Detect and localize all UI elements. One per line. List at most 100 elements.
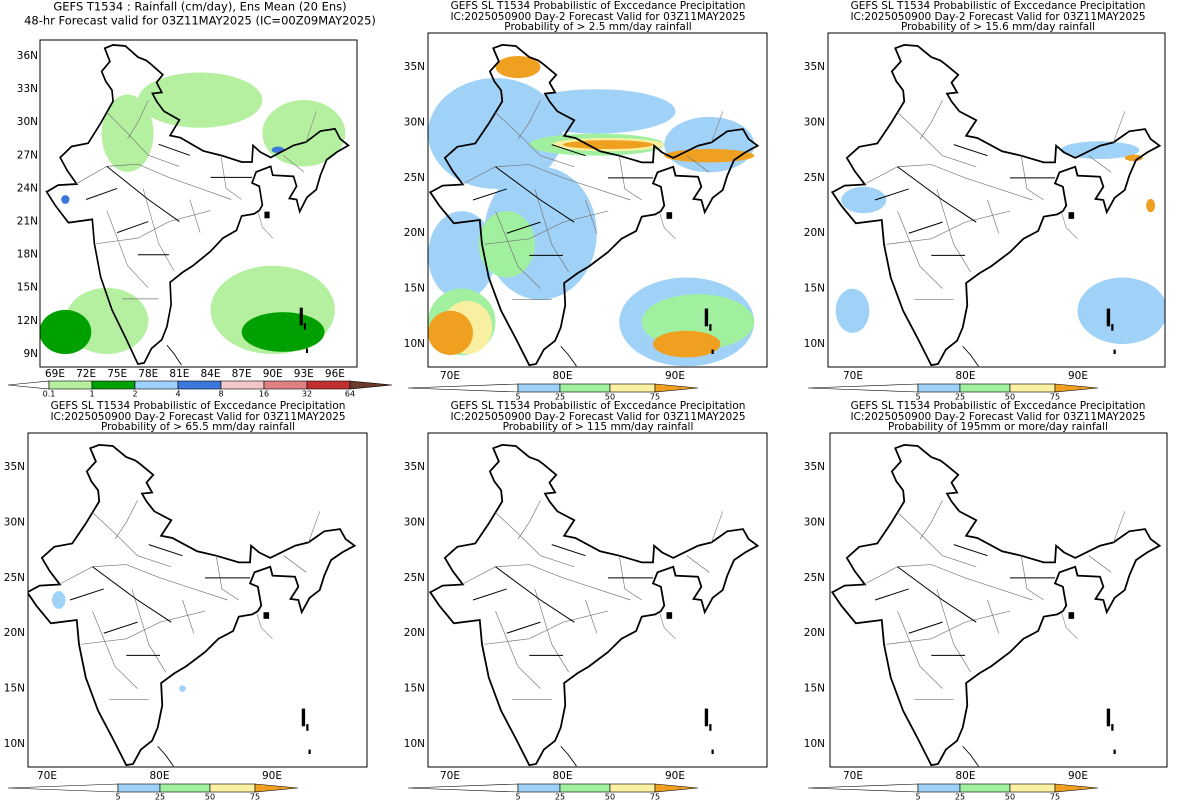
rain-area <box>478 211 535 278</box>
lat-label: 18N <box>17 249 38 261</box>
colorbar-arrow <box>254 783 299 793</box>
rain-area <box>428 211 496 300</box>
rain-area <box>653 330 721 358</box>
map-frame <box>427 32 768 368</box>
lon-label: 80E <box>150 770 170 782</box>
rain-area <box>664 149 755 163</box>
colorbar-label: 75 <box>1050 793 1060 800</box>
colorbar-box <box>48 380 93 390</box>
lat-label: 27N <box>17 149 38 161</box>
colorbar-box <box>263 380 308 390</box>
colorbar-box <box>917 783 961 793</box>
colorbar-box <box>209 783 256 793</box>
india-outline <box>831 443 1161 767</box>
colorbar-label: 75 <box>250 793 260 800</box>
lon-label: 90E <box>665 770 685 782</box>
rain-area <box>40 309 92 355</box>
lon-label: 80E <box>956 770 976 782</box>
lat-label: 35N <box>404 461 425 473</box>
india-outline <box>429 443 759 767</box>
colorbar-label: 5 <box>915 793 920 800</box>
lon-label: 87E <box>232 368 252 380</box>
lon-label: 80E <box>553 370 573 382</box>
panel-title: IC:2025050900 Day-2 Forecast Valid for 0… <box>50 411 345 423</box>
lon-label: 69E <box>45 368 65 380</box>
map-area <box>428 43 759 367</box>
rain-area <box>1146 198 1156 213</box>
lat-label: 15N <box>804 283 825 295</box>
colorbar-label: 8 <box>218 390 223 399</box>
lat-label: 20N <box>4 627 25 639</box>
rain-field <box>835 141 1165 345</box>
lat-label: 21N <box>17 216 38 228</box>
panel-title: IC:2025050900 Day-2 Forecast Valid for 0… <box>850 411 1145 423</box>
panel-title: GEFS SL T1534 Probabilistic of Exccedanc… <box>451 400 746 412</box>
panel-title: Probability of > 2.5 mm/day rainfall <box>504 21 691 33</box>
lat-label: 30N <box>4 516 25 528</box>
rain-area <box>664 116 755 173</box>
panel-title: GEFS SL T1534 Probabilistic of Exccedanc… <box>451 0 746 12</box>
colorbar-box <box>559 783 611 793</box>
map-panel: GEFS SL T1534 Probabilistic of Exccedanc… <box>404 400 768 800</box>
lon-label: 90E <box>665 370 685 382</box>
lon-label: 70E <box>843 770 863 782</box>
lat-label: 10N <box>404 338 425 350</box>
colorbar-box <box>609 383 656 393</box>
lat-label: 35N <box>404 61 425 73</box>
colorbar-box <box>159 783 211 793</box>
colorbar-box <box>517 783 561 793</box>
lon-label: 93E <box>294 368 314 380</box>
colorbar-label: 1 <box>89 390 94 399</box>
map-area <box>429 443 759 767</box>
rain-area <box>52 591 66 609</box>
colorbar-box <box>517 383 561 393</box>
lat-label: 15N <box>804 683 825 695</box>
lat-label: 30N <box>804 116 825 128</box>
panel-title: IC:2025050900 Day-2 Forecast Valid for 0… <box>850 11 1145 23</box>
panel-title: Probability of > 65.5 mm/day rainfall <box>101 421 295 433</box>
colorbar-box <box>134 380 179 390</box>
rain-area <box>518 89 676 134</box>
lat-label: 30N <box>404 116 425 128</box>
colorbar-label: 50 <box>205 793 215 800</box>
lat-label: 10N <box>804 338 825 350</box>
panel-title: 48-hr Forecast valid for 03Z11MAY2025 (I… <box>24 14 376 28</box>
lat-label: 25N <box>404 572 425 584</box>
colorbar-arrow <box>807 783 919 793</box>
rain-field <box>428 55 755 367</box>
lat-label: 15N <box>404 283 425 295</box>
lat-label: 35N <box>804 461 825 473</box>
colorbar-label: 75 <box>1050 393 1060 402</box>
colorbar-arrow <box>407 783 519 793</box>
panel-title: Probability of > 15.6 mm/day rainfall <box>901 21 1095 33</box>
colorbar-box <box>220 380 265 390</box>
lon-label: 70E <box>843 370 863 382</box>
panel-title: Probability of 195mm or more/day rainfal… <box>888 421 1108 433</box>
colorbar-arrow <box>7 380 50 390</box>
colorbar-label: 75 <box>650 793 660 800</box>
lat-label: 24N <box>17 182 38 194</box>
lon-label: 70E <box>440 770 460 782</box>
colorbar-label: 16 <box>259 390 269 399</box>
lat-label: 15N <box>4 683 25 695</box>
panel-title: GEFS SL T1534 Probabilistic of Exccedanc… <box>51 400 346 412</box>
colorbar-box <box>1009 783 1056 793</box>
map-frame <box>39 39 358 368</box>
lon-label: 70E <box>440 370 460 382</box>
colorbar-arrow <box>1054 383 1099 393</box>
colorbar-label: 5 <box>915 393 920 402</box>
lon-label: 80E <box>553 770 573 782</box>
lat-label: 15N <box>404 683 425 695</box>
colorbar-label: 50 <box>605 393 615 402</box>
colorbar-label: 32 <box>302 390 312 399</box>
lat-label: 25N <box>804 172 825 184</box>
lat-label: 9N <box>23 348 38 360</box>
lat-label: 10N <box>404 738 425 750</box>
lat-label: 20N <box>404 227 425 239</box>
rain-area <box>61 195 70 204</box>
lat-label: 30N <box>404 516 425 528</box>
panel-title: GEFS SL T1534 Probabilistic of Exccedanc… <box>851 0 1146 12</box>
colorbar-arrow <box>7 783 119 793</box>
panel-title: IC:2025050900 Day-2 Forecast Valid for 0… <box>450 411 745 423</box>
colorbar-label: 5 <box>515 793 520 800</box>
